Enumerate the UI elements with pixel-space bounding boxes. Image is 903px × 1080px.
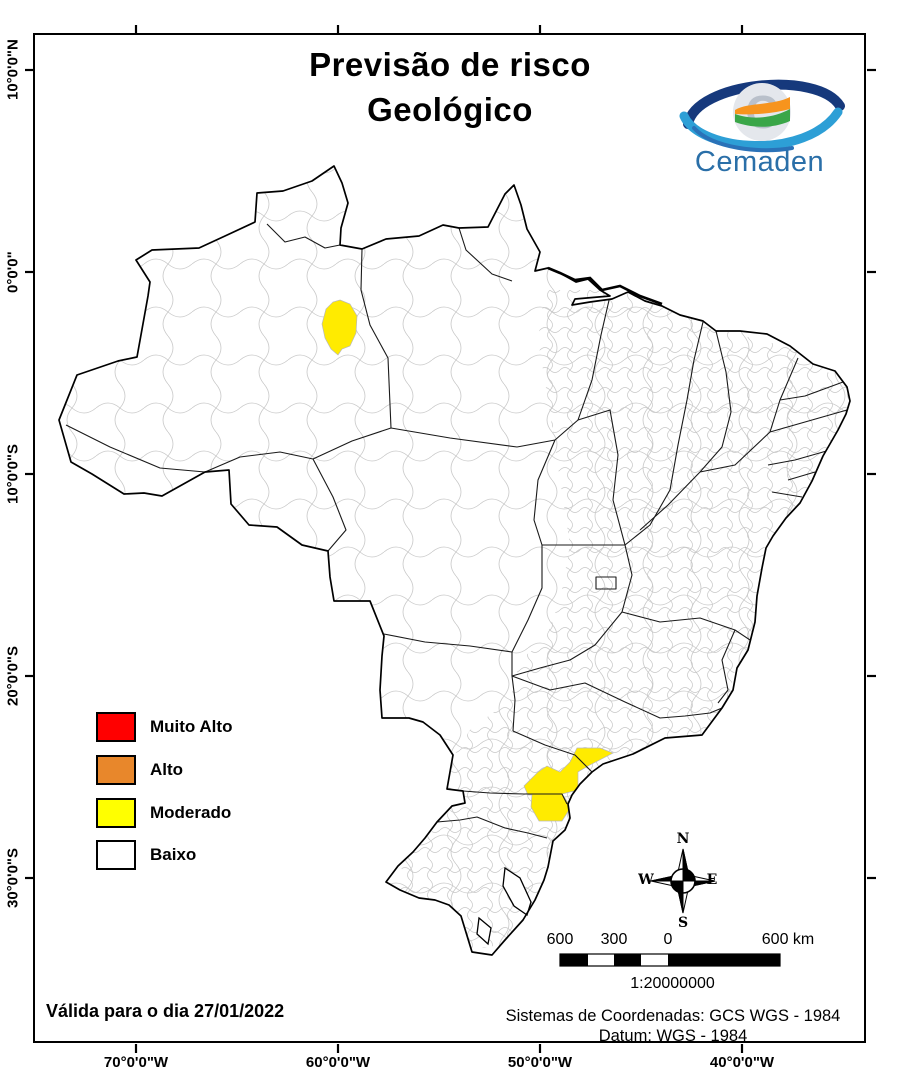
cemaden-logo-text: Cemaden xyxy=(694,146,825,178)
scale-label-300: 300 xyxy=(600,931,628,948)
coordinate-system-line2: Datum: WGS - 1984 xyxy=(598,1027,748,1045)
lon-label-50w: 50°0'0"W xyxy=(507,1054,573,1071)
coordinate-system-line1: Sistemas de Coordenadas: GCS WGS - 1984 xyxy=(505,1007,841,1025)
coordinate-system-note: Sistemas de Coordenadas: GCS WGS - 1984 … xyxy=(480,1006,866,1046)
lat-label-30s: 30°0'0"S xyxy=(4,847,22,909)
compass-west-label: W xyxy=(638,872,654,888)
scale-label-600-km: 600 km xyxy=(761,931,815,948)
legend-swatch-muito-alto xyxy=(96,712,136,742)
map-title-line2: Geológico xyxy=(367,91,533,128)
risk-highlight-regions xyxy=(321,299,614,822)
compass-south-label: S xyxy=(677,915,689,931)
legend-swatch-alto xyxy=(96,755,136,785)
lat-label-10s: 10°0'0"S xyxy=(4,443,22,505)
scale-label-600-left: 600 xyxy=(546,931,574,948)
state-boundaries xyxy=(65,223,848,839)
lat-label-10n: 10°0'0"N xyxy=(4,39,22,101)
lat-label-20s: 20°0'0"S xyxy=(4,645,22,707)
graticule-ticks xyxy=(25,25,876,1053)
legend-swatch-baixo xyxy=(96,840,136,870)
validity-date: Válida para o dia 27/01/2022 xyxy=(46,1001,285,1021)
legend-item-baixo: Baixo xyxy=(96,840,196,870)
brazil-country-outline xyxy=(58,165,851,956)
lat-label-0: 0°0'0" xyxy=(4,251,22,293)
compass-rose xyxy=(650,848,716,914)
map-title: Previsão de risco Geológico xyxy=(140,42,760,132)
legend-item-alto: Alto xyxy=(96,755,183,785)
lon-label-40w: 40°0'0"W xyxy=(709,1054,775,1071)
cemaden-logo-icon: C xyxy=(679,79,845,153)
legend-label-alto: Alto xyxy=(150,760,184,779)
lagoons xyxy=(476,866,532,946)
map-title-line1: Previsão de risco xyxy=(309,46,591,83)
lon-label-70w: 70°0'0"W xyxy=(103,1054,169,1071)
legend-item-moderado: Moderado xyxy=(96,798,231,828)
legend-swatch-moderado xyxy=(96,798,136,828)
legend-label-muito-alto: Muito Alto xyxy=(150,717,233,736)
legend-label-baixo: Baixo xyxy=(150,845,197,864)
compass-east-label: E xyxy=(706,872,718,888)
compass-north-label: N xyxy=(676,831,690,847)
scale-bar xyxy=(559,953,781,967)
legend-item-muito-alto: Muito Alto xyxy=(96,712,232,742)
scale-ratio: 1:20000000 xyxy=(630,975,715,992)
lon-label-60w: 60°0'0"W xyxy=(305,1054,371,1071)
distrito-federal-outline xyxy=(595,576,617,590)
legend-label-moderado: Moderado xyxy=(150,803,232,822)
scale-label-0: 0 xyxy=(663,931,673,948)
highlight-amazonas-central xyxy=(321,299,358,356)
map-frame-border xyxy=(33,33,866,1043)
